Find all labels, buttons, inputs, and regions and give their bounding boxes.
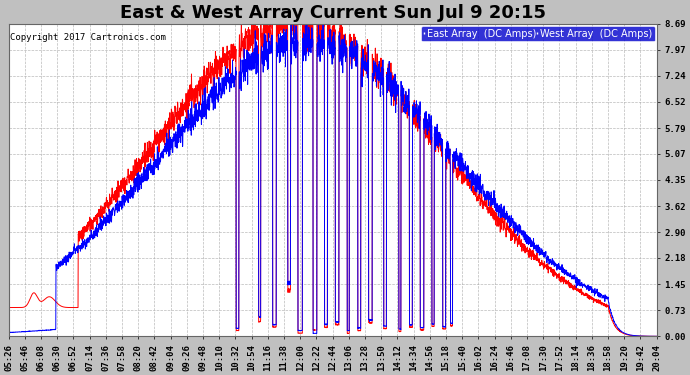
Legend: East Array  (DC Amps), West Array  (DC Amps): East Array (DC Amps), West Array (DC Amp… — [422, 26, 655, 42]
Text: Copyright 2017 Cartronics.com: Copyright 2017 Cartronics.com — [10, 33, 166, 42]
Title: East & West Array Current Sun Jul 9 20:15: East & West Array Current Sun Jul 9 20:1… — [119, 4, 546, 22]
